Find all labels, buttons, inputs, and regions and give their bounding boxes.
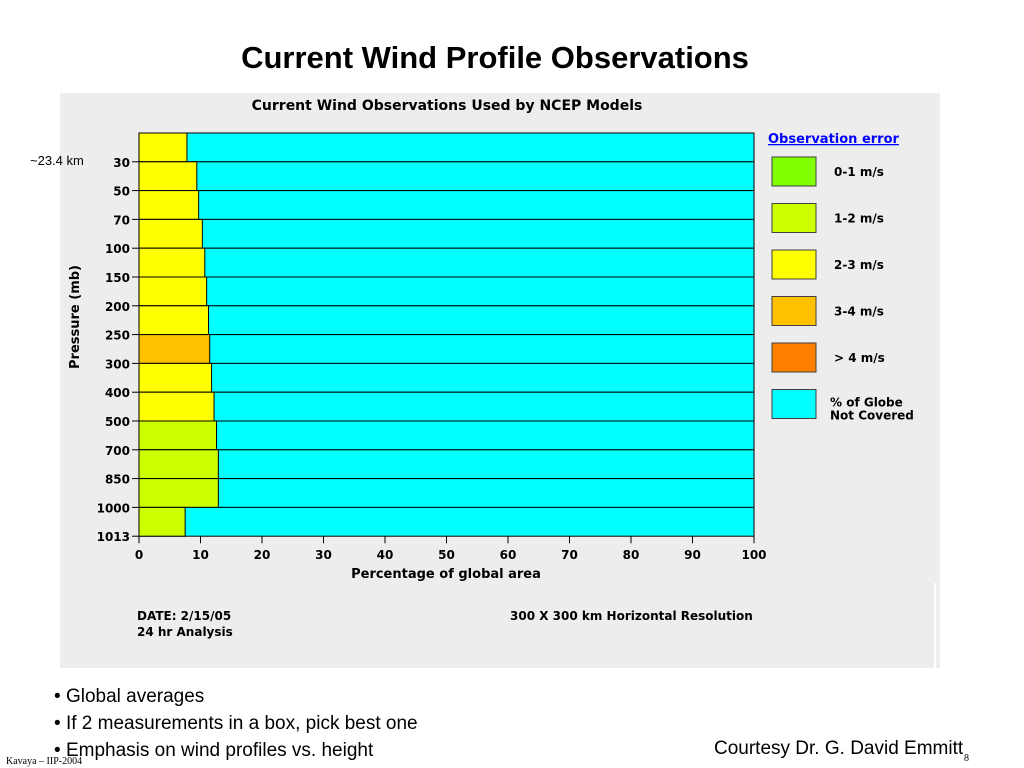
bar-uncovered bbox=[138, 276, 755, 307]
bar-covered bbox=[138, 449, 219, 480]
bar-uncovered bbox=[138, 247, 755, 278]
slide-title: Current Wind Profile Observations bbox=[241, 40, 749, 75]
bar-covered bbox=[138, 391, 215, 422]
y-tick-label: 500 bbox=[105, 415, 130, 429]
bar-covered bbox=[138, 334, 211, 364]
x-tick-label: 50 bbox=[438, 548, 455, 562]
legend-swatch bbox=[771, 156, 817, 187]
legend-label: 0-1 m/s bbox=[834, 165, 884, 179]
x-tick-label: 100 bbox=[741, 548, 766, 562]
legend-label: 1-2 m/s bbox=[834, 212, 884, 226]
legend-label: % of Globe bbox=[830, 396, 903, 410]
bar-uncovered bbox=[138, 478, 755, 508]
legend-label: 3-4 m/s bbox=[834, 305, 884, 319]
x-axis-label: Percentage of global area bbox=[351, 567, 541, 582]
bar-covered bbox=[138, 305, 209, 336]
bar-uncovered bbox=[138, 305, 755, 336]
legend-label: Not Covered bbox=[830, 409, 914, 423]
y-tick-label: 50 bbox=[113, 185, 130, 199]
y-tick-label: 150 bbox=[105, 271, 130, 285]
bar-uncovered bbox=[138, 449, 755, 480]
bar-covered bbox=[138, 247, 206, 278]
bar-uncovered bbox=[138, 506, 755, 537]
legend-label: > 4 m/s bbox=[834, 351, 885, 365]
legend-swatch bbox=[771, 296, 817, 326]
chart-panel: Current Wind Observations Used by NCEP M… bbox=[60, 93, 940, 668]
wind-coverage-chart: Current Wind Observations Used by NCEP M… bbox=[68, 98, 936, 668]
legend-swatch bbox=[771, 389, 817, 419]
page-number: 8 bbox=[964, 753, 969, 764]
y-tick-label: 70 bbox=[113, 213, 130, 227]
bar-uncovered bbox=[138, 334, 755, 364]
x-tick-label: 80 bbox=[623, 548, 640, 562]
footer-text: Kavaya – IIP-2004 bbox=[6, 756, 83, 767]
legend-swatch bbox=[771, 342, 817, 373]
bar-covered bbox=[138, 420, 217, 451]
bar-covered bbox=[138, 276, 208, 307]
legend-title: Observation error bbox=[768, 132, 900, 147]
bar-covered bbox=[138, 362, 213, 393]
bar-uncovered bbox=[138, 391, 755, 422]
x-tick-labels: 0 10 20 30 40 50 60 70 80 90 100 bbox=[135, 536, 767, 562]
legend-label: 2-3 m/s bbox=[834, 258, 884, 272]
x-tick-label: 0 bbox=[135, 548, 143, 562]
bullet-item: Global averages bbox=[54, 683, 418, 710]
y-tick-labels: 30 50 70 100 150 200 250 300 400 500 700 850 1000 101… bbox=[97, 156, 139, 544]
legend: 0-1 m/s 1-2 m/s 2-3 m/s 3-4 m/s > 4 m/s % of … bbox=[771, 156, 914, 423]
legend-swatch bbox=[771, 249, 817, 280]
y-tick-label: 850 bbox=[105, 473, 130, 487]
bar-uncovered bbox=[138, 161, 755, 192]
x-tick-label: 10 bbox=[192, 548, 209, 562]
bar-covered bbox=[138, 506, 186, 537]
legend-swatch bbox=[771, 203, 817, 233]
y-tick-label: 100 bbox=[105, 242, 130, 256]
y-tick-label: 200 bbox=[105, 300, 130, 314]
analysis-label: 24 hr Analysis bbox=[137, 625, 233, 639]
bar-covered bbox=[138, 478, 219, 508]
bar-uncovered bbox=[138, 190, 755, 220]
chart-title: Current Wind Observations Used by NCEP M… bbox=[252, 98, 643, 114]
date-label: DATE: 2/15/05 bbox=[137, 609, 231, 623]
bullet-list: Global averages If 2 measurements in a b… bbox=[54, 683, 418, 764]
bars-layer bbox=[138, 132, 755, 537]
bar-covered bbox=[138, 190, 200, 220]
y-tick-label: 700 bbox=[105, 444, 130, 458]
bar-uncovered bbox=[138, 132, 755, 163]
x-tick-label: 40 bbox=[377, 548, 394, 562]
x-tick-label: 30 bbox=[315, 548, 332, 562]
x-tick-label: 90 bbox=[684, 548, 701, 562]
y-tick-label: 250 bbox=[105, 329, 130, 343]
y-axis-label: Pressure (mb) bbox=[68, 265, 83, 369]
y-tick-label: 400 bbox=[105, 386, 130, 400]
bar-uncovered bbox=[138, 218, 755, 249]
resolution-label: 300 X 300 km Horizontal Resolution bbox=[510, 609, 753, 623]
bar-covered bbox=[138, 132, 188, 163]
courtesy-credit: Courtesy Dr. G. David Emmitt bbox=[714, 738, 964, 759]
bar-uncovered bbox=[138, 420, 755, 451]
bullet-item: Emphasis on wind profiles vs. height bbox=[54, 737, 418, 764]
y-tick-label: 30 bbox=[113, 156, 130, 170]
x-tick-label: 60 bbox=[500, 548, 517, 562]
x-tick-label: 20 bbox=[254, 548, 271, 562]
x-tick-label: 70 bbox=[561, 548, 578, 562]
bar-covered bbox=[138, 218, 203, 249]
altitude-note: ~23.4 km bbox=[30, 153, 84, 168]
y-tick-label: 1013 bbox=[97, 530, 130, 544]
bullet-item: If 2 measurements in a box, pick best on… bbox=[54, 710, 418, 737]
y-tick-label: 1000 bbox=[97, 501, 130, 515]
bar-uncovered bbox=[138, 362, 755, 393]
bar-covered bbox=[138, 161, 198, 192]
y-tick-label: 300 bbox=[105, 357, 130, 371]
